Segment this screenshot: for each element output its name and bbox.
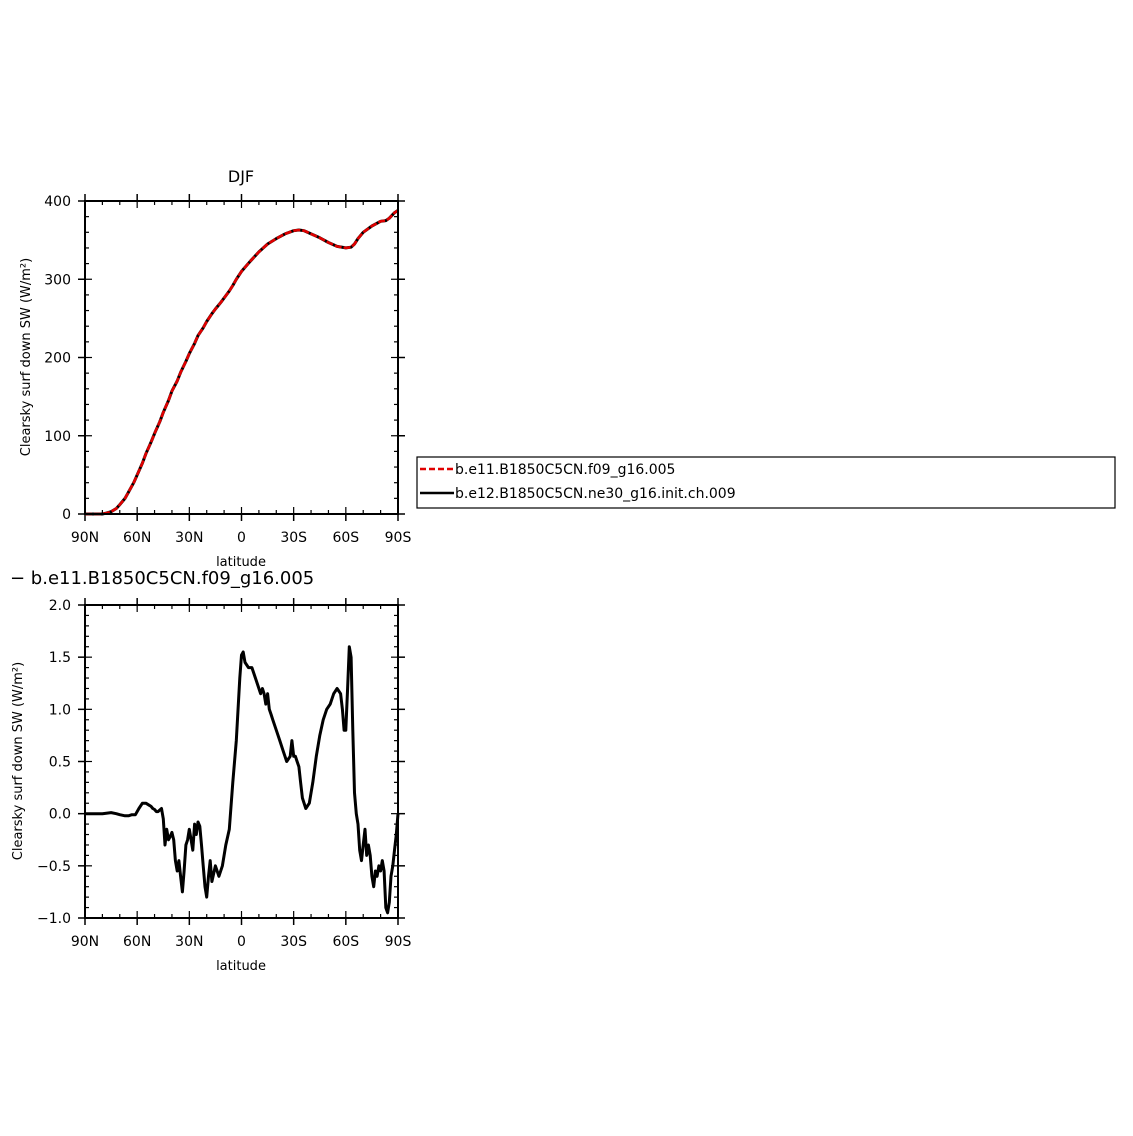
top-series-group [85,209,399,516]
top-x-tick-label: 90N [71,530,99,546]
legend-box [416,456,1116,509]
top-series-line-2 [85,209,399,516]
top-x-tick-label: 60S [332,530,359,546]
top-x-axis-label: latitude [216,555,266,570]
bottom-x-tick-label: 0 [237,934,246,950]
bottom-x-axis-label: latitude [216,959,266,974]
top-y-tick-label: 100 [44,429,71,445]
top-y-axis-label: Clearsky surf down SW (W/m²) [19,258,34,456]
bottom-ticks: 90N 60N 30N 0 30S 60S 90S −1.0 −0.5 0.0 0.5 1.0 1.5 2… [37,598,411,950]
bottom-y-tick-label: 1.5 [49,650,71,666]
top-ticks: 90N 60N 30N 0 30S 60S 90S 0 100 200 300 400 [44,194,411,546]
bottom-panel: − b.e11.B1850C5CN.f09_g16.005 90N 60N 30N 0… [10,568,411,974]
bottom-y-tick-label: −1.0 [37,911,71,927]
legend-label-series-1: b.e11.B1850C5CN.f09_g16.005 [455,462,675,478]
top-panel: DJF 90N 60N 30N 0 30S 60S 90S 0 100 200 300 400 lat… [19,167,411,570]
bottom-x-tick-label: 60S [332,934,359,950]
bottom-y-tick-label: −0.5 [37,859,71,875]
bottom-x-tick-label: 30S [280,934,307,950]
top-y-tick-label: 0 [62,507,71,523]
bottom-y-tick-label: 0.5 [49,755,71,771]
bottom-x-tick-label: 90N [71,934,99,950]
bottom-x-tick-label: 30N [175,934,203,950]
bottom-plot-frame [84,604,399,919]
top-x-tick-label: 90S [385,530,412,546]
bottom-y-axis-label: Clearsky surf down SW (W/m²) [11,662,26,860]
bottom-series-group [85,645,400,915]
legend-label-series-2: b.e12.B1850C5CN.ne30_g16.init.ch.009 [455,486,736,502]
bottom-chart-title: − b.e11.B1850C5CN.f09_g16.005 [10,568,314,589]
top-x-tick-label: 30N [175,530,203,546]
bottom-x-tick-label: 90S [385,934,412,950]
legend: b.e11.B1850C5CN.f09_g16.005 b.e12.B1850C… [416,456,1116,509]
top-x-tick-label: 0 [237,530,246,546]
bottom-y-tick-label: 0.0 [49,807,71,823]
bottom-y-tick-label: 1.0 [49,702,71,718]
top-y-tick-label: 200 [44,351,71,367]
top-x-tick-label: 60N [123,530,151,546]
top-chart-title: DJF [228,167,254,186]
top-series-line-1 [85,209,399,516]
top-plot-frame [84,200,399,515]
bottom-y-tick-label: 2.0 [49,598,71,614]
top-y-tick-label: 400 [44,194,71,210]
top-y-tick-label: 300 [44,272,71,288]
bottom-x-tick-label: 60N [123,934,151,950]
top-x-tick-label: 30S [280,530,307,546]
bottom-series-line-1 [85,645,400,915]
